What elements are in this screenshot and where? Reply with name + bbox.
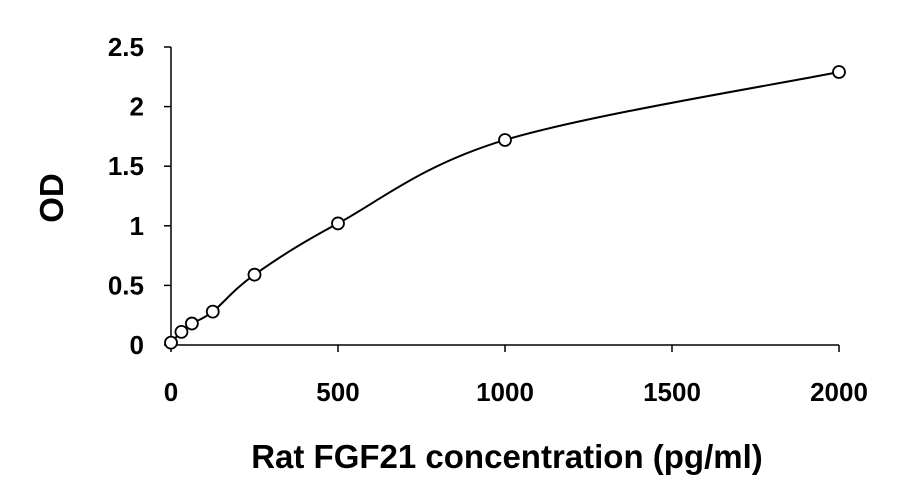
data-point: [205, 304, 220, 319]
curve-layer: [170, 71, 840, 344]
y-tick-label: 1: [130, 211, 144, 241]
data-point: [164, 335, 178, 350]
x-tick-label: 1000: [476, 377, 534, 407]
y-tick-label: 0.5: [108, 270, 144, 300]
data-point: [247, 267, 262, 282]
data-point: [331, 216, 345, 231]
data-point: [832, 65, 846, 79]
fit-curve: [170, 71, 840, 344]
x-tick-label: 0: [164, 377, 178, 407]
y-tick-label: 2.5: [108, 32, 144, 62]
data-point: [174, 324, 189, 339]
x-axis-title: Rat FGF21 concentration (pg/ml): [251, 438, 763, 475]
y-tick-label: 2: [130, 92, 144, 122]
data-point: [498, 133, 512, 147]
axes: 0 500 1000 1500 2000 0 0.5 1 1.5 2 2.5: [108, 32, 868, 407]
y-axis-title: OD: [33, 173, 70, 223]
y-tick-label: 1.5: [108, 151, 144, 181]
x-tick-label: 500: [316, 377, 359, 407]
data-point: [184, 316, 199, 331]
x-tick-label: 2000: [810, 377, 868, 407]
y-tick-label: 0: [130, 330, 144, 360]
x-tick-label: 1500: [643, 377, 701, 407]
points-layer: [164, 65, 846, 350]
